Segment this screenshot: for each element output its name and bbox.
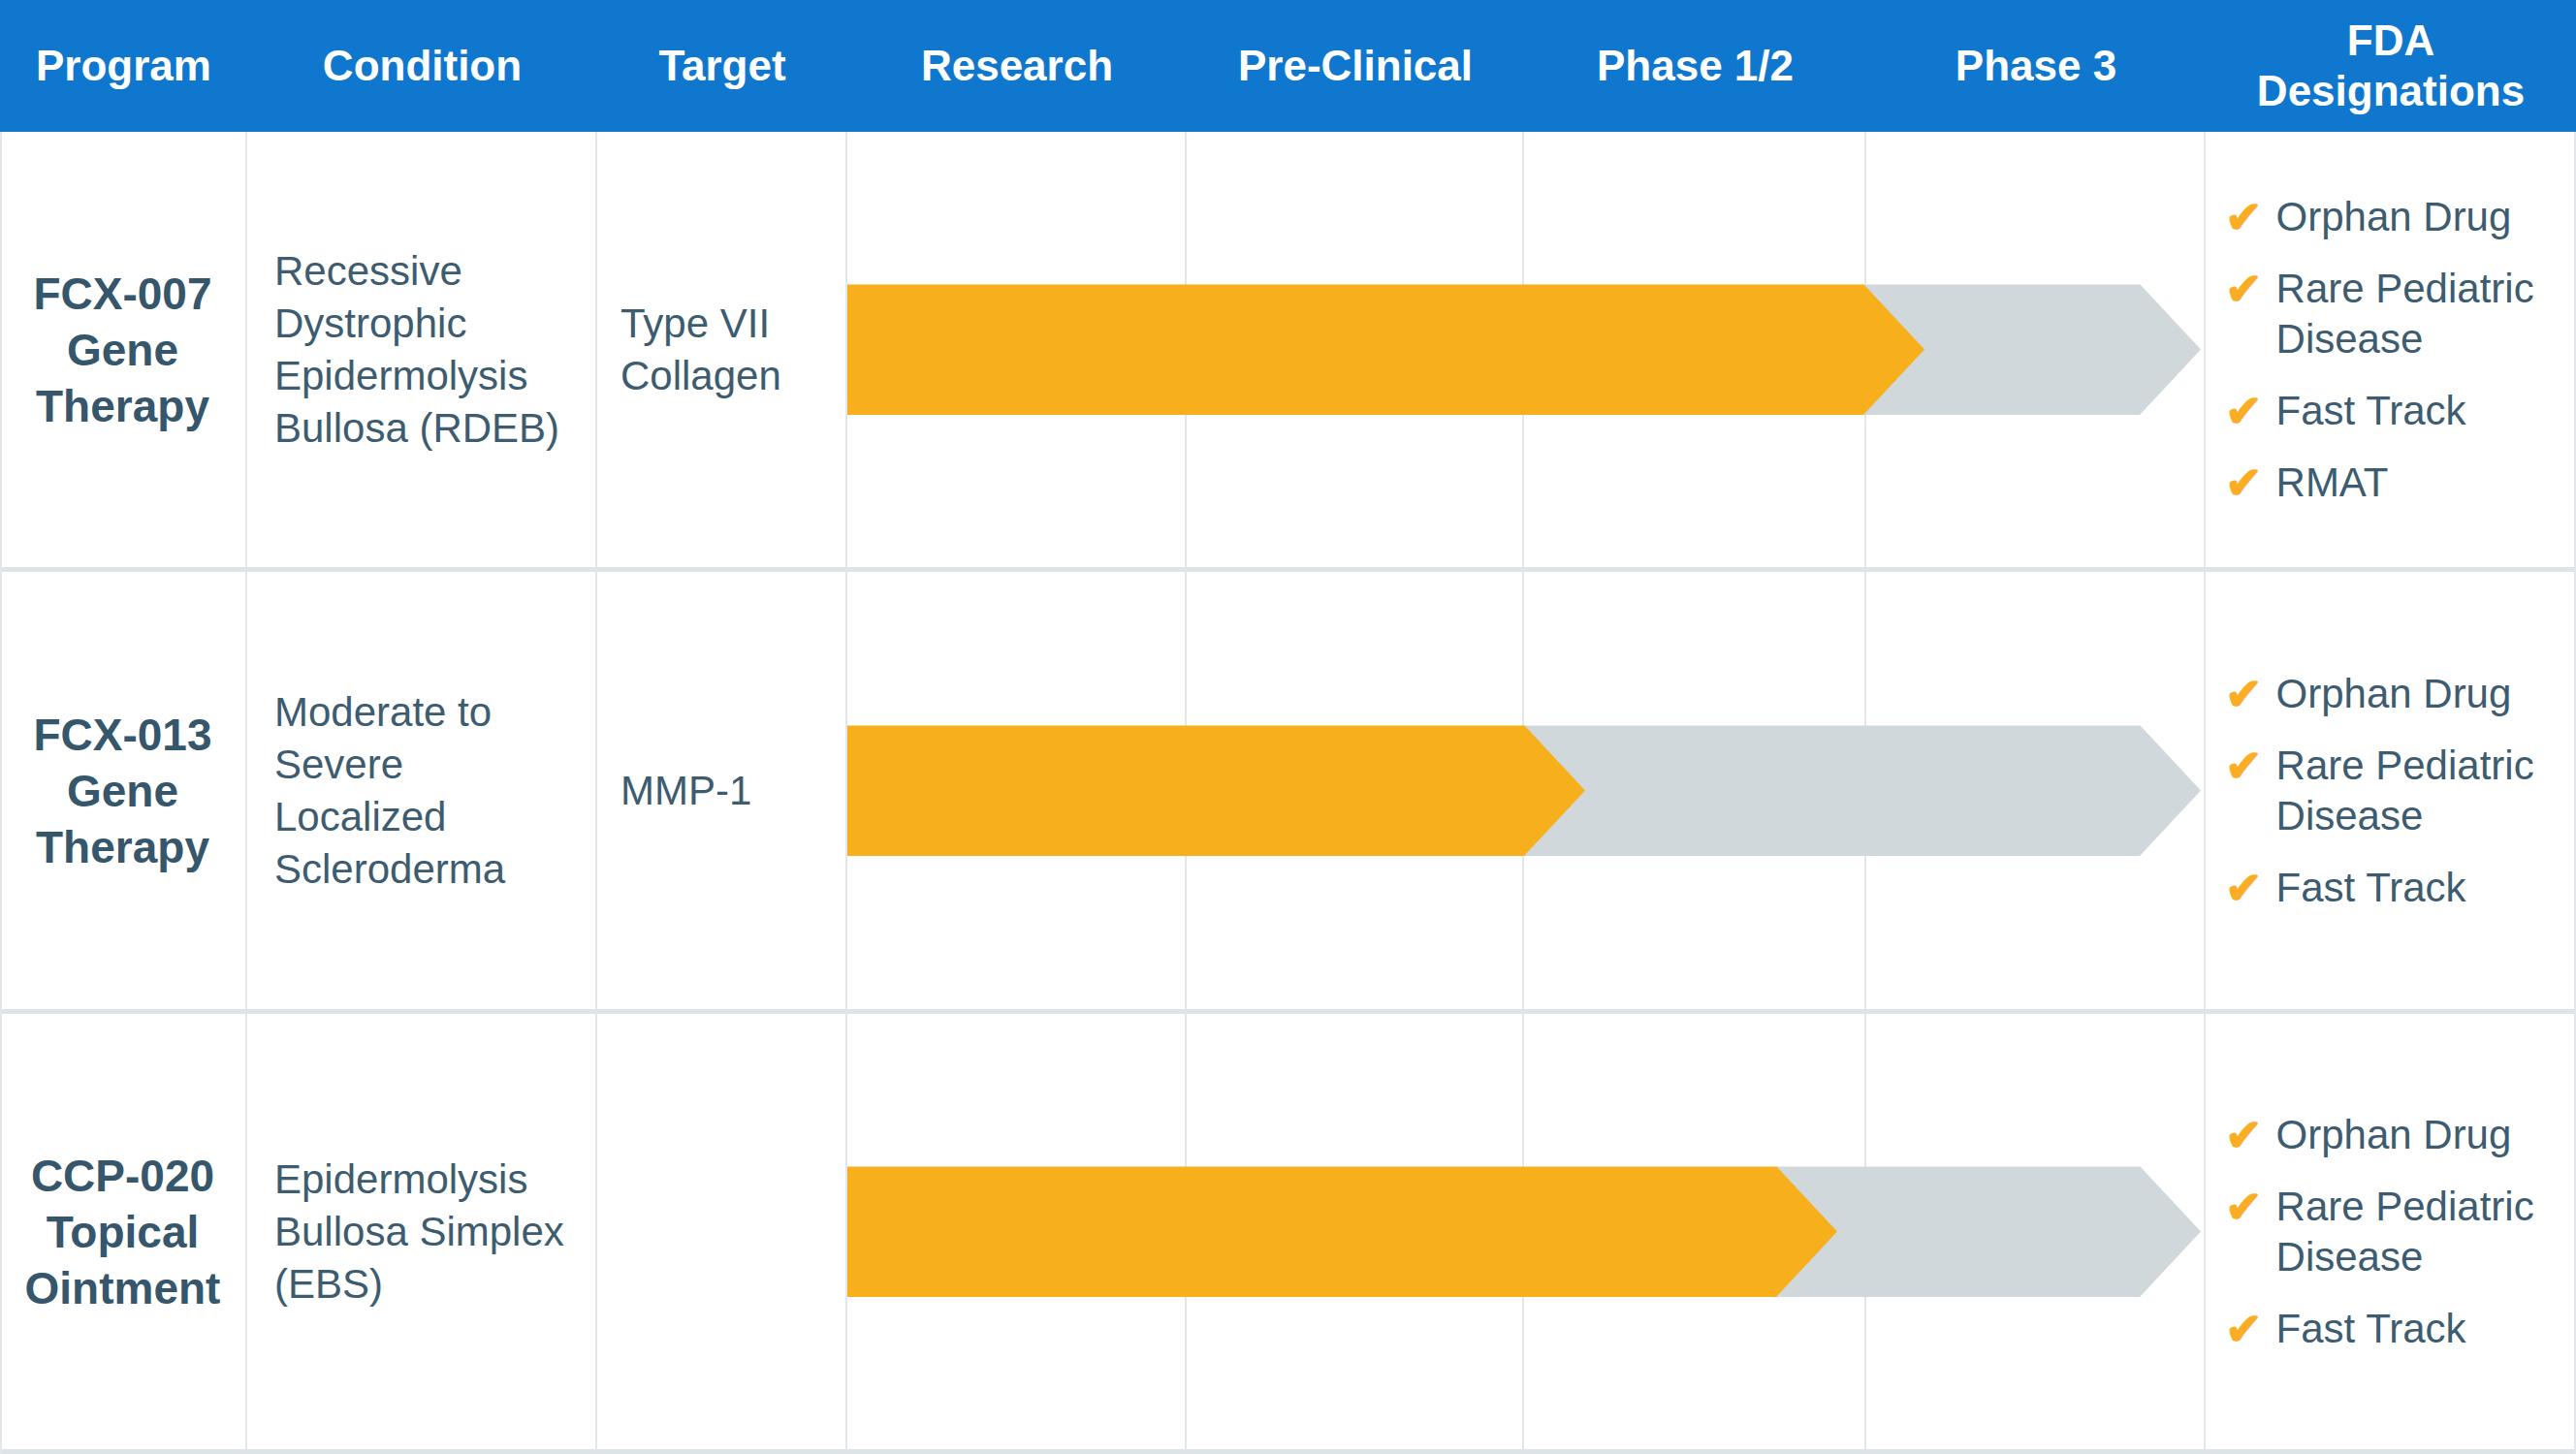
fda-designation-item: ✔ Fast Track <box>2225 386 2564 436</box>
fda-designation-item: ✔ RMAT <box>2225 458 2564 508</box>
fda-designations-list: ✔ Orphan Drug ✔ Rare Pediatric Disease ✔… <box>2206 132 2576 567</box>
program-row-fcx-007: FCX-007 Gene Therapy Recessive Dystrophi… <box>0 132 2576 572</box>
column-header-phase3: Phase 3 <box>1866 0 2206 132</box>
stage-cell-phase12 <box>1524 1014 1866 1449</box>
check-icon: ✔ <box>2225 264 2263 314</box>
fda-designation-label: Orphan Drug <box>2276 192 2512 242</box>
condition-text: Recessive Dystrophic Epidermolysis Bullo… <box>247 132 597 567</box>
fda-designation-item: ✔ Orphan Drug <box>2225 192 2564 242</box>
check-icon: ✔ <box>2225 192 2263 242</box>
fda-designation-item: ✔ Orphan Drug <box>2225 669 2564 719</box>
fda-designation-label: Orphan Drug <box>2276 669 2512 719</box>
fda-designations-list: ✔ Orphan Drug ✔ Rare Pediatric Disease ✔… <box>2206 1014 2576 1449</box>
stage-cell-preclinical <box>1187 132 1524 567</box>
fda-designation-label: Fast Track <box>2276 386 2466 436</box>
fda-designation-label: RMAT <box>2276 458 2389 508</box>
check-icon: ✔ <box>2225 1182 2263 1232</box>
fda-designations-list: ✔ Orphan Drug ✔ Rare Pediatric Disease ✔… <box>2206 572 2576 1009</box>
fda-designation-item: ✔ Fast Track <box>2225 863 2564 913</box>
stage-cell-research <box>847 132 1187 567</box>
fda-designation-item: ✔ Rare Pediatric Disease <box>2225 1182 2564 1282</box>
program-row-ccp-020: CCP-020 Topical Ointment Epidermolysis B… <box>0 1014 2576 1454</box>
column-header-phase12: Phase 1/2 <box>1524 0 1866 132</box>
stage-cell-phase3 <box>1866 1014 2206 1449</box>
column-header-research: Research <box>847 0 1187 132</box>
program-row-fcx-013: FCX-013 Gene Therapy Moderate to Severe … <box>0 572 2576 1014</box>
condition-text: Epidermolysis Bullosa Simplex (EBS) <box>247 1014 597 1449</box>
fda-designation-item: ✔ Fast Track <box>2225 1304 2564 1354</box>
target-text <box>597 1014 847 1449</box>
program-name: CCP-020 Topical Ointment <box>0 1014 247 1449</box>
column-header-program: Program <box>0 0 247 132</box>
column-header-target: Target <box>597 0 847 132</box>
column-header-condition: Condition <box>247 0 597 132</box>
check-icon: ✔ <box>2225 863 2263 913</box>
fda-designation-label: Fast Track <box>2276 863 2466 913</box>
stage-cell-preclinical <box>1187 572 1524 1009</box>
column-header-fda-designations: FDA Designations <box>2206 0 2576 132</box>
check-icon: ✔ <box>2225 386 2263 436</box>
column-header-preclinical: Pre-Clinical <box>1187 0 1524 132</box>
condition-text: Moderate to Severe Localized Scleroderma <box>247 572 597 1009</box>
fda-designation-item: ✔ Rare Pediatric Disease <box>2225 264 2564 364</box>
program-name: FCX-013 Gene Therapy <box>0 572 247 1009</box>
check-icon: ✔ <box>2225 741 2263 791</box>
target-text: Type VII Collagen <box>597 132 847 567</box>
stage-cell-phase3 <box>1866 572 2206 1009</box>
stage-cell-research <box>847 572 1187 1009</box>
check-icon: ✔ <box>2225 1304 2263 1354</box>
target-text: MMP-1 <box>597 572 847 1009</box>
drug-pipeline-table: Program Condition Target Research Pre-Cl… <box>0 0 2576 1454</box>
header-row: Program Condition Target Research Pre-Cl… <box>0 0 2576 132</box>
stage-cell-research <box>847 1014 1187 1449</box>
program-name: FCX-007 Gene Therapy <box>0 132 247 567</box>
fda-designation-label: Rare Pediatric Disease <box>2276 1182 2564 1282</box>
fda-designation-label: Rare Pediatric Disease <box>2276 264 2564 364</box>
fda-designation-item: ✔ Rare Pediatric Disease <box>2225 741 2564 841</box>
stage-cell-phase12 <box>1524 572 1866 1009</box>
fda-designation-item: ✔ Orphan Drug <box>2225 1110 2564 1160</box>
check-icon: ✔ <box>2225 669 2263 719</box>
check-icon: ✔ <box>2225 1110 2263 1160</box>
fda-designation-label: Orphan Drug <box>2276 1110 2512 1160</box>
stage-cell-preclinical <box>1187 1014 1524 1449</box>
stage-cell-phase3 <box>1866 132 2206 567</box>
fda-designation-label: Rare Pediatric Disease <box>2276 741 2564 841</box>
check-icon: ✔ <box>2225 458 2263 508</box>
fda-designation-label: Fast Track <box>2276 1304 2466 1354</box>
stage-cell-phase12 <box>1524 132 1866 567</box>
